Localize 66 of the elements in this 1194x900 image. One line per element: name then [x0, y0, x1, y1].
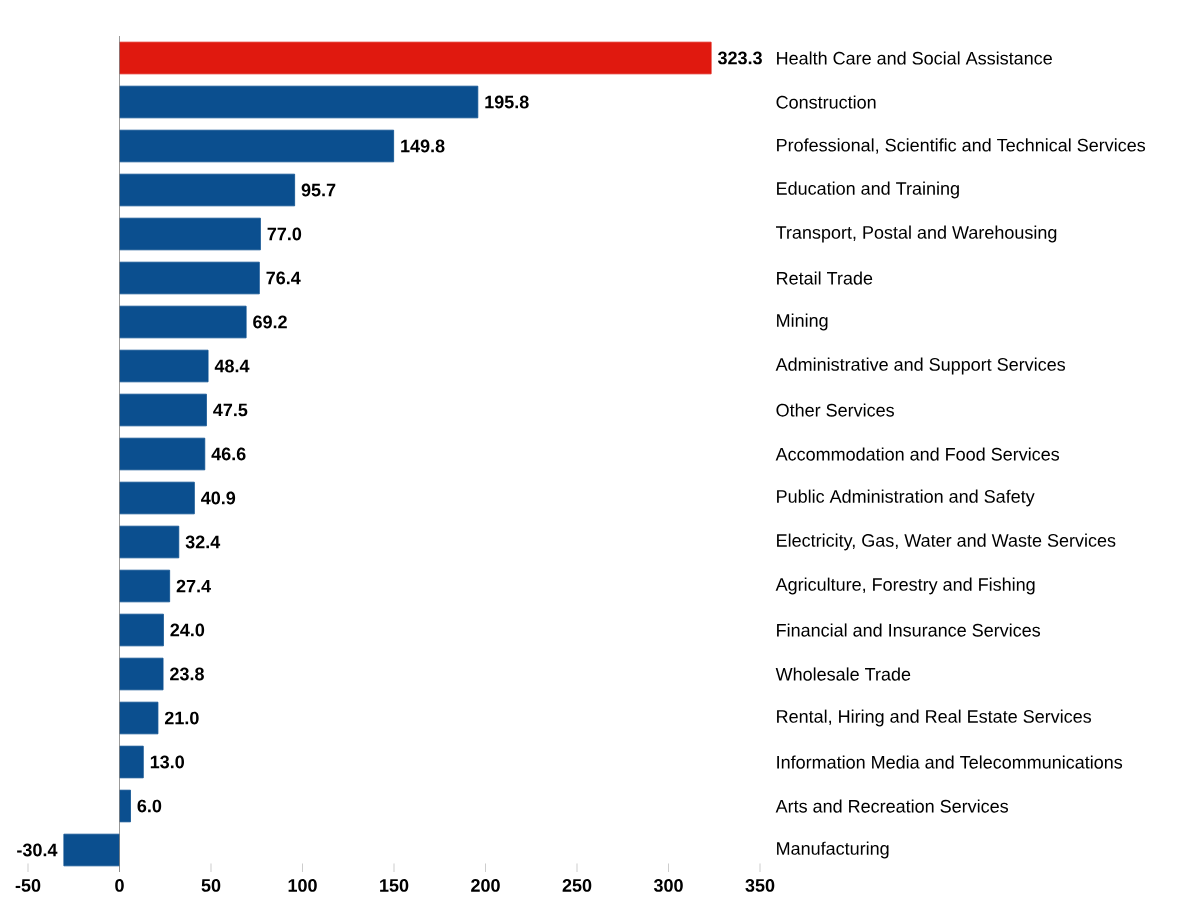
bar — [119, 569, 171, 603]
y-tick-label: Other Services — [776, 403, 894, 417]
data-label: 40.9 — [201, 491, 236, 505]
bar — [119, 261, 260, 295]
bar — [119, 789, 131, 823]
bar — [119, 613, 164, 647]
bar — [119, 305, 247, 339]
y-tick-label: Professional, Scientific and Technical Services — [777, 138, 1146, 154]
y-tick-label: Accommodation and Food Services — [775, 447, 1060, 461]
data-label: 27.4 — [176, 579, 211, 593]
data-label: 46.6 — [211, 447, 246, 461]
y-tick-label: Information Media and Telecommunications — [777, 755, 1123, 769]
x-tick-label: 50 — [201, 879, 221, 892]
bar — [63, 833, 120, 867]
data-label: 48.4 — [214, 359, 250, 373]
bar — [119, 745, 144, 779]
y-tick-label: Arts and Recreation Services — [775, 799, 1009, 813]
x-tick-label: 150 — [380, 879, 409, 892]
bar — [119, 173, 296, 207]
x-tick-label: 100 — [288, 879, 317, 892]
data-label: 47.5 — [213, 403, 248, 417]
y-tick-label: Agriculture, Forestry and Fishing — [775, 577, 1035, 595]
data-label: 13.0 — [150, 755, 184, 769]
data-label: 323.3 — [717, 51, 762, 65]
data-label: 24.0 — [170, 623, 205, 637]
y-tick-label: Transport, Postal and Warehousing — [776, 225, 1057, 243]
bar — [119, 85, 479, 119]
data-label: 195.8 — [485, 95, 529, 109]
y-tick-label: Electricity, Gas, Water and Waste Services — [777, 533, 1116, 551]
y-tick-label: Health Care and Social Assistance — [777, 51, 1052, 65]
data-label: 21.0 — [164, 711, 199, 725]
x-tick-label: 0 — [115, 879, 124, 892]
data-label: 32.4 — [185, 535, 221, 549]
y-tick-label: Rental, Hiring and Real Estate Services — [777, 709, 1092, 727]
x-tick-label: 250 — [562, 879, 592, 892]
y-tick-label: Mining — [777, 313, 828, 331]
y-tick-label: Administrative and Support Services — [775, 357, 1066, 375]
y-tick-label: Education and Training — [777, 181, 959, 199]
bar — [119, 393, 207, 427]
data-label: 23.8 — [170, 667, 204, 681]
bar — [119, 657, 164, 691]
y-tick-label: Financial and Insurance Services — [777, 623, 1041, 637]
bar — [119, 217, 261, 251]
bar — [119, 525, 180, 559]
x-tick-label: 300 — [653, 879, 683, 892]
bar — [119, 701, 159, 735]
data-label: 77.0 — [267, 227, 302, 241]
data-label: 76.4 — [266, 271, 301, 285]
data-label: 6.0 — [137, 799, 162, 813]
y-tick-label: Public Administration and Safety — [777, 489, 1035, 507]
data-label: 149.8 — [401, 139, 445, 153]
bar — [119, 481, 195, 515]
y-tick-label: Retail Trade — [777, 271, 873, 285]
data-label: 69.2 — [253, 315, 287, 329]
bar — [119, 349, 209, 383]
x-tick-label: -50 — [15, 879, 41, 892]
y-tick-label: Wholesale Trade — [775, 667, 911, 681]
data-label: 95.7 — [301, 183, 336, 197]
bar — [119, 129, 395, 163]
data-label: -30.4 — [17, 843, 58, 857]
bar — [119, 437, 206, 471]
y-tick-label: Construction — [776, 95, 876, 109]
x-tick-label: 200 — [471, 879, 500, 892]
y-tick-label: Manufacturing — [777, 841, 889, 859]
x-tick-label: 350 — [745, 879, 775, 892]
bar — [119, 41, 712, 75]
